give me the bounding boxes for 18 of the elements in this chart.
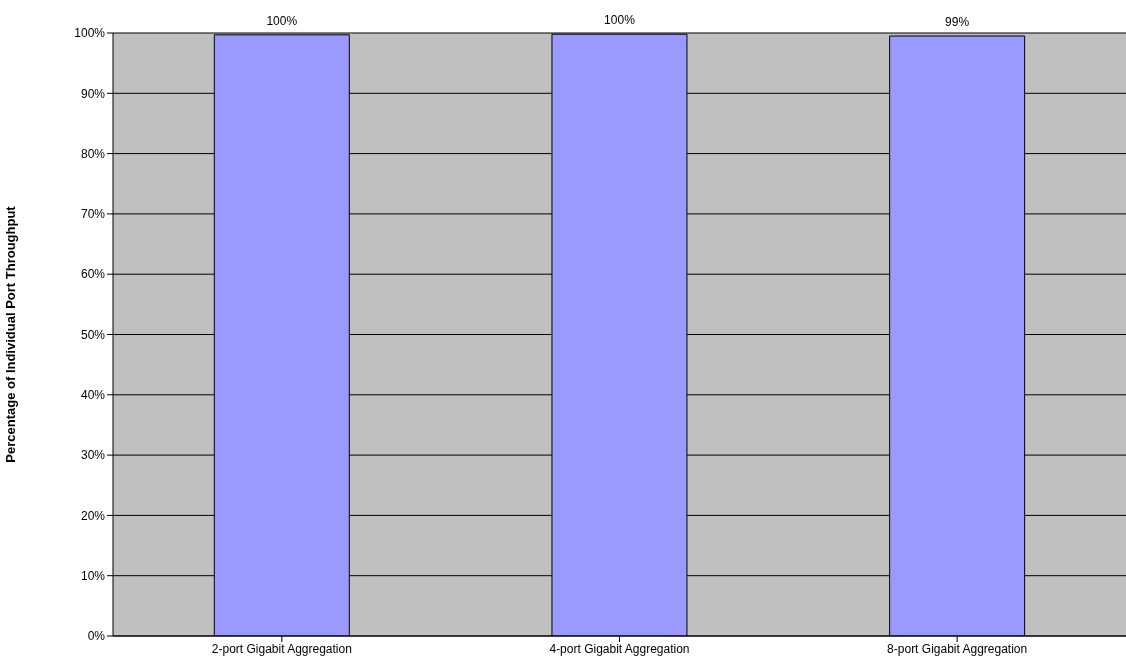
- y-tick-label: 90%: [80, 86, 106, 101]
- data-label: 99%: [945, 15, 970, 30]
- y-tick-label: 10%: [80, 568, 106, 583]
- y-tick-label: 0%: [87, 629, 106, 644]
- y-tick-label: 40%: [80, 388, 106, 403]
- y-tick-label: 80%: [80, 146, 106, 161]
- x-tick-label: 2-port Gigabit Aggregation: [211, 641, 352, 656]
- x-tick-label: 8-port Gigabit Aggregation: [887, 641, 1028, 656]
- y-tick-label: 100%: [74, 26, 106, 41]
- data-label: 100%: [604, 13, 636, 28]
- data-label: 100%: [266, 13, 298, 28]
- x-tick-label: 4-port Gigabit Aggregation: [549, 641, 690, 656]
- y-tick-label: 70%: [80, 207, 106, 222]
- y-tick-label: 50%: [80, 327, 106, 342]
- y-axis-title: Percentage of Individual Port Throughput: [2, 205, 18, 463]
- y-tick-label: 60%: [80, 267, 106, 282]
- y-tick-label: 20%: [80, 508, 106, 523]
- y-tick-label: 30%: [80, 448, 106, 463]
